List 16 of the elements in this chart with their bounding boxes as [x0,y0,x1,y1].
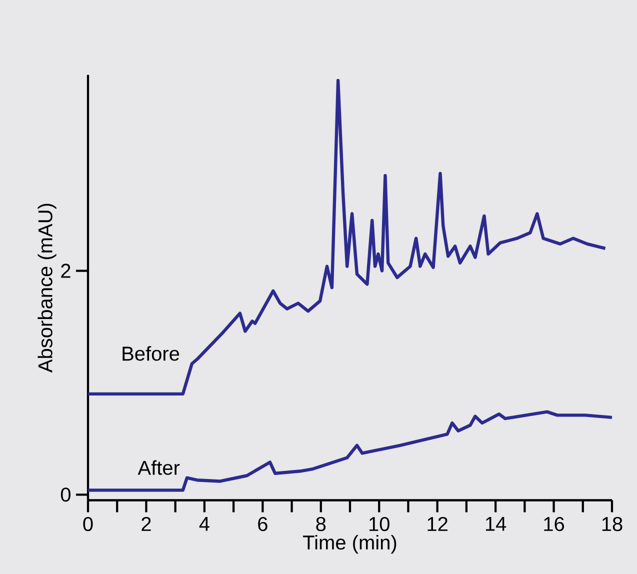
x-tick-label: 6 [258,516,268,532]
x-tick-label: 2 [142,516,151,531]
line-series [88,78,607,396]
x-tick-label: 8 [316,516,326,532]
x-axis-title: Time (min) [303,534,396,554]
x-tick-label: 14 [486,516,506,531]
x-tick-label: 0 [83,516,93,532]
series-label: Before [122,346,180,361]
line-series [88,410,612,492]
x-tick-label: 4 [199,516,210,531]
y-axis-title: Absorbance (mAU) [38,204,56,373]
x-tick-label: 18 [602,516,622,532]
x-tick-label: 16 [544,516,564,532]
x-tick-label: 10 [370,516,390,532]
x-tick-label: 12 [428,516,448,531]
series-label: After [138,460,180,475]
